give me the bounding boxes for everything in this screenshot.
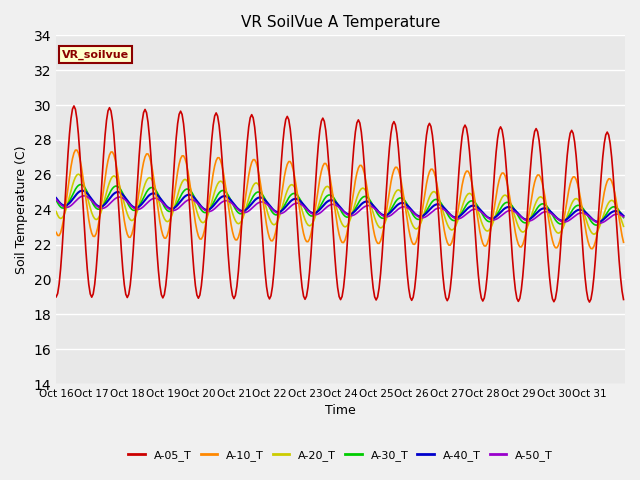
Text: VR_soilvue: VR_soilvue <box>62 49 129 60</box>
Legend: A-05_T, A-10_T, A-20_T, A-30_T, A-40_T, A-50_T: A-05_T, A-10_T, A-20_T, A-30_T, A-40_T, … <box>124 446 557 466</box>
X-axis label: Time: Time <box>325 405 356 418</box>
Y-axis label: Soil Temperature (C): Soil Temperature (C) <box>15 145 28 274</box>
Title: VR SoilVue A Temperature: VR SoilVue A Temperature <box>241 15 440 30</box>
